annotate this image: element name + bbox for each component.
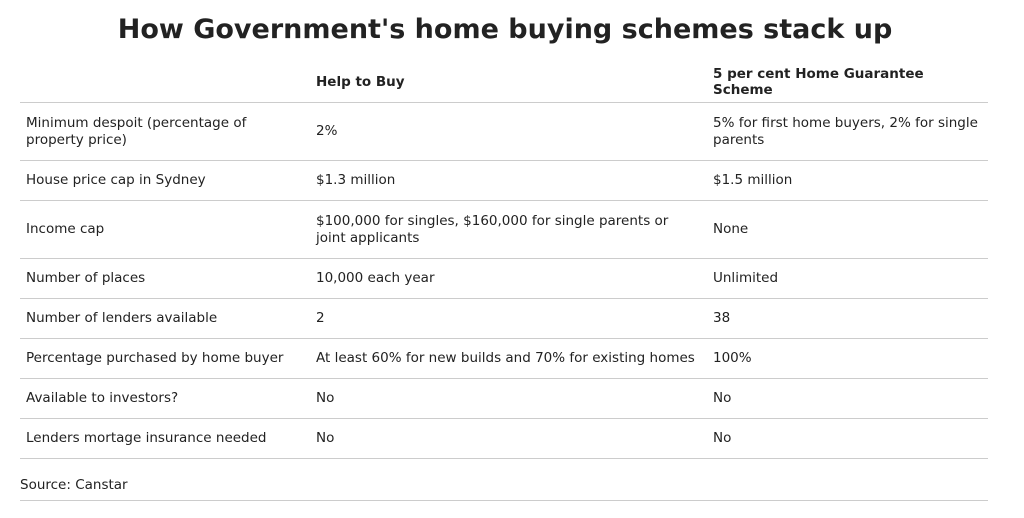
table-row: Lenders mortage insurance needed No No <box>20 419 988 459</box>
table-cell: Unlimited <box>713 270 779 286</box>
table-cell: $1.5 million <box>713 172 793 188</box>
table-cell: House price cap in Sydney <box>26 172 206 188</box>
table-cell: No <box>316 430 335 446</box>
comparison-table: Help to Buy 5 per cent Home Guarantee Sch… <box>20 62 988 459</box>
table-row: Minimum despoit (percentage of property … <box>20 103 988 161</box>
table-row: Available to investors? No No <box>20 379 988 419</box>
table-row: Income cap $100,000 for singles, $160,000… <box>20 201 988 259</box>
column-header: Help to Buy <box>316 74 405 90</box>
table-cell: Available to investors? <box>26 390 179 406</box>
table-cell: 100% <box>713 350 752 366</box>
table-cell: Number of lenders available <box>26 310 218 326</box>
table-row: Number of places 10,000 each year Unlimite… <box>20 259 988 299</box>
column-header <box>20 62 310 103</box>
table-cell: 10,000 each year <box>316 270 435 286</box>
table-cell: No <box>713 430 732 446</box>
table-cell: No <box>316 390 335 406</box>
table-cell: 38 <box>713 310 731 326</box>
table-row: Percentage purchased by home buyer At lea… <box>20 339 988 379</box>
title: How Government's home buying schemes sta… <box>117 14 893 45</box>
table-cell: Percentage purchased by home buyer <box>26 350 284 366</box>
column-header: 5 per cent Home Guarantee Scheme <box>713 66 924 98</box>
table-cell: Income cap <box>26 221 105 237</box>
table-cell: Number of places <box>26 270 146 286</box>
table-row: Number of lenders available 2 38 <box>20 299 988 339</box>
table-cell: Lenders mortage insurance needed <box>26 430 267 446</box>
table-cell: 5% for first home buyers, 2% for single … <box>713 114 978 148</box>
table-cell: $100,000 for singles, $160,000 for singl… <box>316 212 669 246</box>
header-row: Help to Buy 5 per cent Home Guarantee Sch… <box>20 62 988 103</box>
table-cell: None <box>713 221 749 237</box>
table-row: House price cap in Sydney $1.3 million $1.… <box>20 161 988 201</box>
table-cell: No <box>713 390 732 406</box>
source: Source: Canstar <box>20 477 988 501</box>
table-cell: Minimum despoit (percentage of property … <box>26 114 247 148</box>
table-body: Minimum despoit (percentage of property … <box>20 103 988 459</box>
table-cell: 2% <box>316 123 338 139</box>
table-cell: $1.3 million <box>316 172 396 188</box>
table-cell: 2 <box>316 310 325 326</box>
table-cell: At least 60% for new builds and 70% for … <box>316 350 695 366</box>
